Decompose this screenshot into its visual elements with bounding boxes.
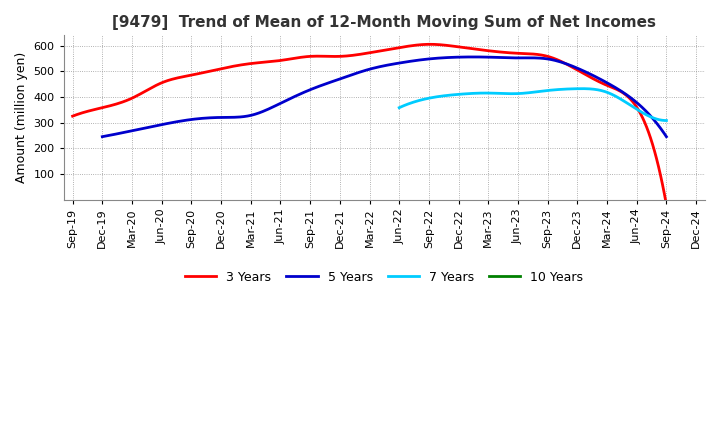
Legend: 3 Years, 5 Years, 7 Years, 10 Years: 3 Years, 5 Years, 7 Years, 10 Years: [180, 265, 588, 289]
Title: [9479]  Trend of Mean of 12-Month Moving Sum of Net Incomes: [9479] Trend of Mean of 12-Month Moving …: [112, 15, 657, 30]
Y-axis label: Amount (million yen): Amount (million yen): [15, 52, 28, 183]
